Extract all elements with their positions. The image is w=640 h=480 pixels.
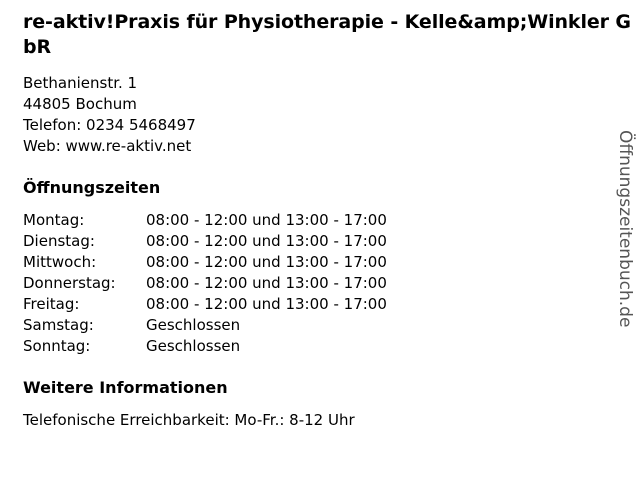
table-row: Samstag: Geschlossen <box>23 315 387 336</box>
table-row: Montag: 08:00 - 12:00 und 13:00 - 17:00 <box>23 210 387 231</box>
hours-time-value: 08:00 - 12:00 und 13:00 - 17:00 <box>146 211 387 229</box>
hours-time-value: 08:00 - 12:00 und 13:00 - 17:00 <box>146 232 387 250</box>
table-row: Mittwoch: 08:00 - 12:00 und 13:00 - 17:0… <box>23 252 387 273</box>
hours-time-value: 08:00 - 12:00 und 13:00 - 17:00 <box>146 295 387 313</box>
hours-day-label: Donnerstag: <box>23 274 116 292</box>
hours-time-value: 08:00 - 12:00 und 13:00 - 17:00 <box>146 274 387 292</box>
content-column: re-aktiv!Praxis für Physiotherapie - Kel… <box>23 0 640 431</box>
opening-hours-body: Montag: 08:00 - 12:00 und 13:00 - 17:00 … <box>23 210 387 357</box>
hours-day-label: Dienstag: <box>23 232 95 250</box>
further-information-heading: Weitere Informationen <box>23 378 228 397</box>
address-street: Bethanienstr. 1 <box>23 74 138 92</box>
table-row: Donnerstag: 08:00 - 12:00 und 13:00 - 17… <box>23 273 387 294</box>
opening-hours-table: Montag: 08:00 - 12:00 und 13:00 - 17:00 … <box>23 210 387 357</box>
hours-day-label: Samstag: <box>23 316 94 334</box>
table-row: Freitag: 08:00 - 12:00 und 13:00 - 17:00 <box>23 294 387 315</box>
page-title: re-aktiv!Praxis für Physiotherapie - Kel… <box>23 11 631 58</box>
hours-time-value: Geschlossen <box>146 316 241 334</box>
table-row: Dienstag: 08:00 - 12:00 und 13:00 - 17:0… <box>23 231 387 252</box>
address-phone: Telefon: 0234 5468497 <box>23 116 196 134</box>
hours-day-label: Montag: <box>23 211 85 229</box>
address-web: Web: www.re-aktiv.net <box>23 137 192 155</box>
watermark-label: Öffnungszeitenbuch.de <box>615 130 635 328</box>
opening-hours-heading: Öffnungszeiten <box>23 178 161 197</box>
hours-time-value: Geschlossen <box>146 337 241 355</box>
hours-day-label: Mittwoch: <box>23 253 97 271</box>
address-city: 44805 Bochum <box>23 95 137 113</box>
further-information-text: Telefonische Erreichbarkeit: Mo-Fr.: 8-1… <box>23 411 355 429</box>
address-block: Bethanienstr. 1 44805 Bochum Telefon: 02… <box>23 73 640 157</box>
hours-time-value: 08:00 - 12:00 und 13:00 - 17:00 <box>146 253 387 271</box>
hours-day-label: Sonntag: <box>23 337 91 355</box>
hours-day-label: Freitag: <box>23 295 80 313</box>
table-row: Sonntag: Geschlossen <box>23 336 387 357</box>
